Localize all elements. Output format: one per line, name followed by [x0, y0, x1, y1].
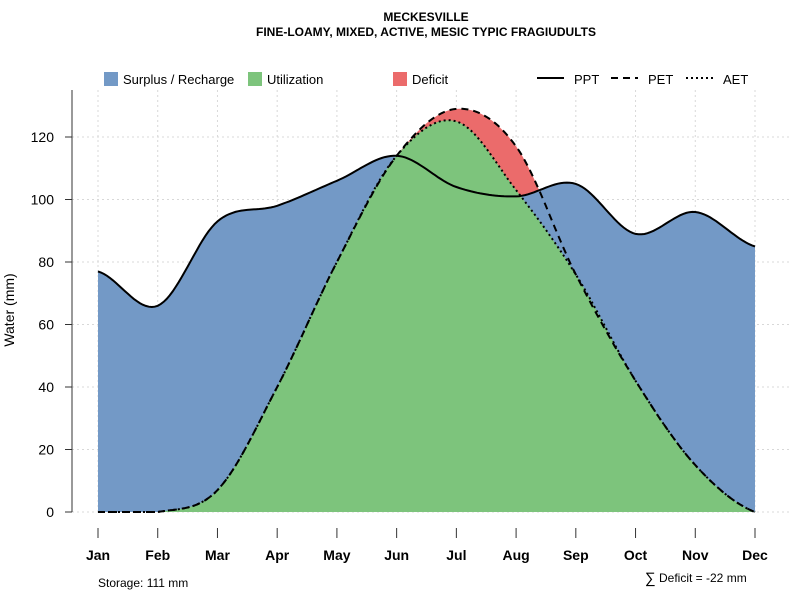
x-tick-label: Oct	[624, 547, 648, 563]
x-tick-label: Feb	[145, 547, 170, 563]
legend-swatch	[104, 72, 118, 86]
x-tick-label: Apr	[265, 547, 290, 563]
legend-label: Deficit	[412, 72, 449, 87]
x-tick-label: Dec	[742, 547, 768, 563]
legend-label: PET	[648, 72, 673, 87]
series-line-ppt	[97, 154, 756, 309]
y-axis-label: Water (mm)	[1, 273, 17, 346]
y-tick-label: 20	[38, 442, 54, 458]
lines	[97, 107, 756, 513]
y-tick-label: 60	[38, 317, 54, 333]
x-tick-label: Nov	[682, 547, 709, 563]
legend-swatch	[248, 72, 262, 86]
legend-swatch	[393, 72, 407, 86]
x-tick-label: Jun	[384, 547, 409, 563]
chart-title: MECKESVILLE	[383, 10, 468, 24]
utilization-area	[98, 120, 755, 513]
storage-annotation: Storage: 111 mm	[98, 576, 188, 590]
legend-label: Surplus / Recharge	[123, 72, 234, 87]
y-tick-label: 40	[38, 379, 54, 395]
legend: Surplus / Recharge Utilization Deficit PPT P…	[104, 72, 748, 87]
deficit-annotation: Deficit = -22 mm	[659, 571, 747, 585]
y-tick-label: 80	[38, 254, 54, 270]
chart-subtitle: FINE-LOAMY, MIXED, ACTIVE, MESIC TYPIC F…	[256, 25, 596, 39]
legend-label: AET	[723, 72, 748, 87]
x-tick-label: Jul	[446, 547, 466, 563]
y-tick-label: 120	[31, 129, 55, 145]
y-tick-label: 100	[31, 192, 55, 208]
legend-label: PPT	[574, 72, 599, 87]
x-tick-label: Jan	[86, 547, 110, 563]
x-tick-label: Mar	[205, 547, 230, 563]
areas	[98, 108, 755, 513]
series-line-aet	[98, 119, 756, 513]
y-tick-label: 0	[46, 504, 54, 520]
x-tick-label: Aug	[502, 547, 529, 563]
axes: 0 20 40 60 80 100 120 Jan Feb Mar Apr May Jun Jul Aug S…	[31, 90, 768, 563]
legend-label: Utilization	[267, 72, 323, 87]
x-tick-label: Sep	[563, 547, 589, 563]
x-tick-label: May	[323, 547, 350, 563]
sum-icon: ∑	[645, 570, 656, 587]
